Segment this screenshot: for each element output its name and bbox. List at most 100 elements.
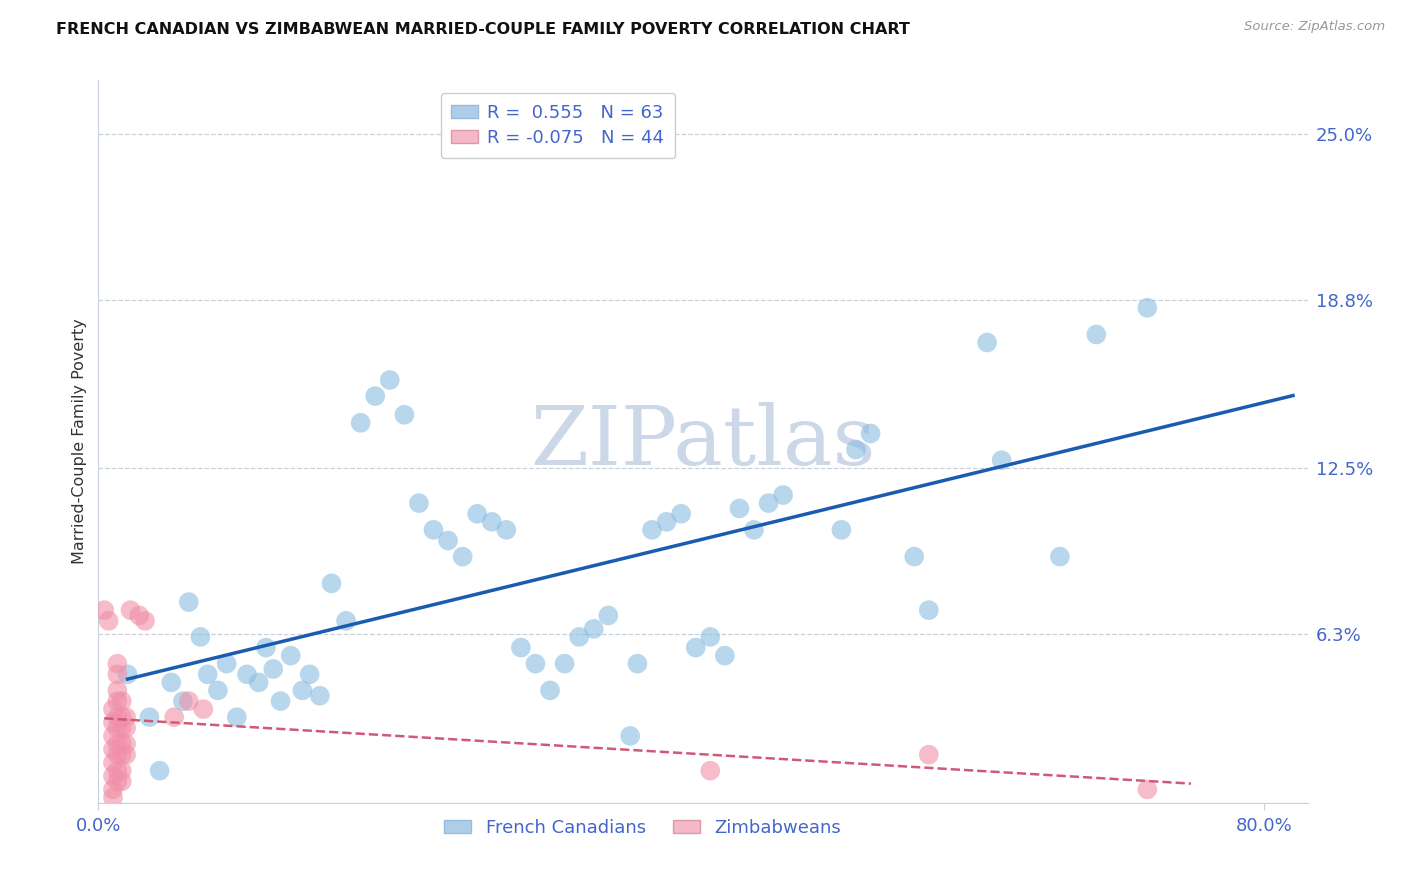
Point <box>669 507 692 521</box>
Point <box>111 694 134 708</box>
Point <box>115 721 138 735</box>
Point <box>538 683 561 698</box>
Point <box>190 630 212 644</box>
Point <box>101 702 124 716</box>
Point <box>105 774 128 789</box>
Point <box>105 737 128 751</box>
Point <box>335 614 357 628</box>
Point <box>236 667 259 681</box>
Point <box>582 622 605 636</box>
Point <box>105 694 128 708</box>
Point <box>138 710 160 724</box>
Point <box>568 630 591 644</box>
Point <box>93 603 115 617</box>
Point <box>422 523 444 537</box>
Point <box>918 747 941 762</box>
Point <box>101 756 124 770</box>
Point <box>254 640 277 655</box>
Text: ZIPatlas: ZIPatlas <box>530 401 876 482</box>
Point <box>197 667 219 681</box>
Point <box>280 648 302 663</box>
Point <box>105 657 128 671</box>
Point <box>172 694 194 708</box>
Point <box>918 603 941 617</box>
Point <box>163 710 186 724</box>
Point <box>111 774 134 789</box>
Point <box>105 667 128 681</box>
Point <box>451 549 474 564</box>
Point <box>350 416 373 430</box>
Point <box>830 523 852 537</box>
Point <box>465 507 488 521</box>
Point <box>105 747 128 762</box>
Point <box>105 710 128 724</box>
Point <box>1136 782 1159 797</box>
Point <box>859 426 882 441</box>
Point <box>728 501 751 516</box>
Point <box>364 389 387 403</box>
Point <box>105 683 128 698</box>
Point <box>149 764 172 778</box>
Point <box>321 576 343 591</box>
Point <box>598 608 620 623</box>
Point <box>117 667 139 681</box>
Point <box>845 442 868 457</box>
Point <box>990 453 1012 467</box>
Point <box>207 683 229 698</box>
Point <box>193 702 215 716</box>
Point <box>101 742 124 756</box>
Point <box>408 496 430 510</box>
Point <box>101 769 124 783</box>
Point <box>111 737 134 751</box>
Point <box>115 747 138 762</box>
Point <box>101 790 124 805</box>
Point <box>225 710 247 724</box>
Point <box>134 614 156 628</box>
Text: FRENCH CANADIAN VS ZIMBABWEAN MARRIED-COUPLE FAMILY POVERTY CORRELATION CHART: FRENCH CANADIAN VS ZIMBABWEAN MARRIED-CO… <box>56 22 910 37</box>
Point <box>111 747 134 762</box>
Point <box>976 335 998 350</box>
Point <box>115 737 138 751</box>
Point <box>97 614 120 628</box>
Point <box>742 523 765 537</box>
Point <box>699 764 721 778</box>
Point <box>111 764 134 778</box>
Point <box>903 549 925 564</box>
Point <box>495 523 517 537</box>
Point <box>215 657 238 671</box>
Point <box>111 710 134 724</box>
Point <box>101 782 124 797</box>
Point <box>641 523 664 537</box>
Point <box>120 603 142 617</box>
Point <box>437 533 460 548</box>
Point <box>524 657 547 671</box>
Legend: French Canadians, Zimbabweans: French Canadians, Zimbabweans <box>437 812 848 845</box>
Point <box>1085 327 1108 342</box>
Point <box>758 496 780 510</box>
Point <box>101 715 124 730</box>
Point <box>262 662 284 676</box>
Point <box>298 667 321 681</box>
Point <box>101 729 124 743</box>
Point <box>685 640 707 655</box>
Point <box>481 515 503 529</box>
Point <box>291 683 314 698</box>
Point <box>554 657 576 671</box>
Point <box>394 408 416 422</box>
Point <box>160 675 183 690</box>
Point <box>655 515 678 529</box>
Point <box>619 729 641 743</box>
Point <box>105 721 128 735</box>
Point <box>626 657 648 671</box>
Point <box>772 488 794 502</box>
Point <box>308 689 330 703</box>
Point <box>177 595 200 609</box>
Point <box>270 694 292 708</box>
Point <box>115 710 138 724</box>
Point <box>509 640 531 655</box>
Point <box>111 721 134 735</box>
Y-axis label: Married-Couple Family Poverty: Married-Couple Family Poverty <box>72 318 87 565</box>
Point <box>105 764 128 778</box>
Point <box>1136 301 1159 315</box>
Point <box>1049 549 1071 564</box>
